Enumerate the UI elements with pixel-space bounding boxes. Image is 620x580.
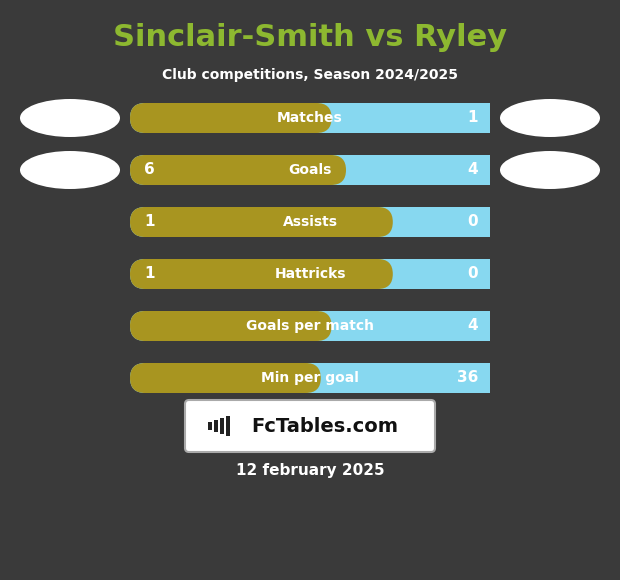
Text: 1: 1 bbox=[144, 215, 154, 230]
FancyBboxPatch shape bbox=[130, 103, 332, 133]
Bar bbox=[214, 420, 218, 432]
FancyBboxPatch shape bbox=[130, 311, 490, 341]
Text: Goals per match: Goals per match bbox=[246, 319, 374, 333]
Bar bbox=[332, 103, 490, 133]
Text: 1: 1 bbox=[144, 266, 154, 281]
FancyBboxPatch shape bbox=[130, 207, 393, 237]
FancyBboxPatch shape bbox=[130, 363, 321, 393]
Text: 4: 4 bbox=[467, 162, 478, 177]
Ellipse shape bbox=[500, 151, 600, 189]
Text: 6: 6 bbox=[144, 162, 155, 177]
Text: Club competitions, Season 2024/2025: Club competitions, Season 2024/2025 bbox=[162, 68, 458, 82]
Bar bbox=[321, 363, 490, 393]
Text: Hattricks: Hattricks bbox=[274, 267, 346, 281]
FancyBboxPatch shape bbox=[130, 311, 332, 341]
Bar bbox=[226, 416, 230, 436]
Text: Assists: Assists bbox=[283, 215, 337, 229]
FancyBboxPatch shape bbox=[130, 103, 490, 133]
Ellipse shape bbox=[500, 99, 600, 137]
Text: 36: 36 bbox=[456, 371, 478, 386]
FancyBboxPatch shape bbox=[130, 259, 393, 289]
FancyBboxPatch shape bbox=[130, 155, 490, 185]
Text: FcTables.com: FcTables.com bbox=[252, 416, 399, 436]
Text: 1: 1 bbox=[467, 111, 478, 125]
FancyBboxPatch shape bbox=[130, 155, 346, 185]
Bar bbox=[393, 207, 490, 237]
Text: 4: 4 bbox=[467, 318, 478, 333]
Text: Min per goal: Min per goal bbox=[261, 371, 359, 385]
Text: 12 february 2025: 12 february 2025 bbox=[236, 462, 384, 477]
Bar bbox=[220, 418, 224, 434]
Bar bbox=[393, 259, 490, 289]
FancyBboxPatch shape bbox=[130, 207, 490, 237]
FancyBboxPatch shape bbox=[130, 363, 490, 393]
Bar bbox=[346, 155, 490, 185]
Text: Goals: Goals bbox=[288, 163, 332, 177]
Text: Matches: Matches bbox=[277, 111, 343, 125]
FancyBboxPatch shape bbox=[130, 259, 490, 289]
FancyBboxPatch shape bbox=[185, 400, 435, 452]
Text: 0: 0 bbox=[467, 215, 478, 230]
Ellipse shape bbox=[20, 151, 120, 189]
Bar bbox=[208, 422, 212, 430]
Text: Sinclair-Smith vs Ryley: Sinclair-Smith vs Ryley bbox=[113, 24, 507, 53]
Ellipse shape bbox=[20, 99, 120, 137]
Text: 0: 0 bbox=[467, 266, 478, 281]
Bar bbox=[332, 311, 490, 341]
